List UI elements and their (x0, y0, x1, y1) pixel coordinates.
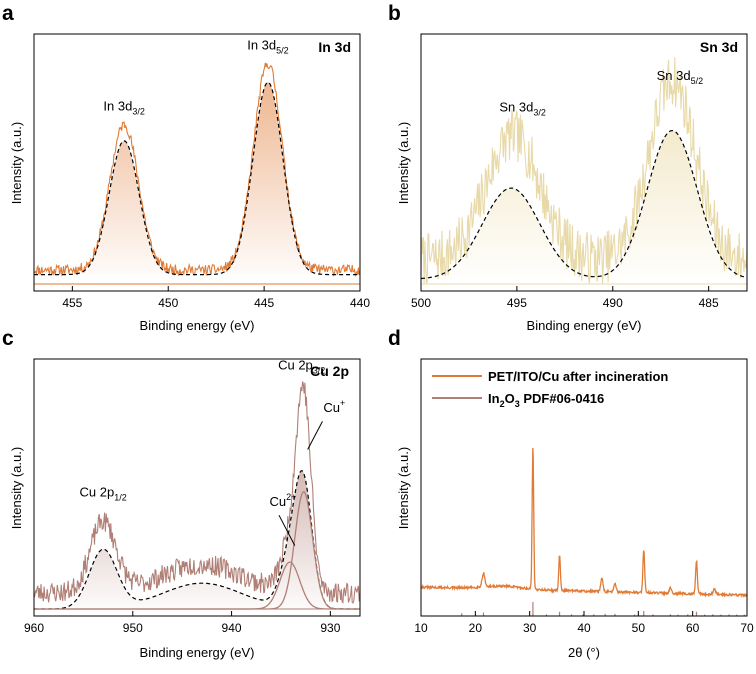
panel-letter-b: b (388, 2, 401, 25)
c-raw-line (34, 381, 360, 604)
peak-annotation: Cu 2p3/2 (278, 358, 325, 376)
panel-b-title: Sn 3d (700, 39, 738, 55)
peak-annotation: Cu2+ (270, 492, 297, 509)
x-tick-label: 70 (740, 621, 754, 635)
x-tick-label: 20 (469, 621, 483, 635)
panel-c-ticks: 960 950 940 930 (24, 611, 341, 635)
legend-label-xrd-sample: PET/ITO/Cu after incineration (488, 369, 668, 384)
panel-d-legend: PET/ITO/Cu after incineration In2O3 PDF#… (432, 369, 668, 409)
panel-d-plot-area (421, 447, 747, 616)
x-tick-label: 495 (507, 296, 527, 310)
panel-letter-d: d (388, 327, 401, 350)
x-tick-label: 500 (411, 296, 431, 310)
x-tick-label: 455 (62, 296, 82, 310)
peak-annotation: Sn 3d3/2 (499, 99, 546, 117)
panel-a-plot-area (34, 62, 360, 285)
panel-d-xlabel: 2θ (°) (568, 645, 600, 660)
panel-a-in3d: In 3d Binding energy (eV) Intensity (a.u… (9, 33, 370, 333)
panel-b-ticks: 500 495 490 485 (411, 286, 719, 310)
panel-b-annotations: Sn 3d3/2 Sn 3d5/2 (499, 68, 703, 117)
cu2-pointer (278, 514, 296, 546)
panel-b-ylabel: Intensity (a.u.) (396, 122, 411, 204)
panel-c-ylabel: Intensity (a.u.) (9, 447, 24, 529)
x-tick-label: 40 (577, 621, 591, 635)
a-raw-line (34, 62, 360, 278)
panel-letter-a: a (2, 2, 14, 25)
panel-d-ticks: 10 20 30 40 50 60 70 (414, 611, 754, 635)
panel-c-frame (33, 358, 361, 617)
x-tick-label: 440 (350, 296, 370, 310)
x-tick-label: 490 (603, 296, 623, 310)
x-tick-label: 50 (632, 621, 646, 635)
x-tick-label: 30 (523, 621, 537, 635)
panel-b-plot-area (421, 57, 747, 285)
panel-c-cu2p: Cu 2p Binding energy (eV) Intensity (a.u… (9, 358, 361, 660)
panel-a-frame (33, 33, 361, 292)
panel-d-xrd: 2θ (°) Intensity (a.u.) 10 20 30 40 50 60 70 P… (396, 358, 754, 660)
b-fit-line (421, 130, 747, 280)
peak-annotation: Cu+ (323, 398, 345, 415)
x-tick-label: 445 (254, 296, 274, 310)
panel-a-ylabel: Intensity (a.u.) (9, 122, 24, 204)
c-cu2-component-line (34, 561, 360, 610)
panel-b-xlabel: Binding energy (eV) (527, 318, 642, 333)
panel-b-frame (420, 33, 748, 292)
x-tick-label: 450 (158, 296, 178, 310)
panel-a-ticks: 455 450 445 440 (62, 286, 370, 310)
x-tick-label: 930 (320, 621, 340, 635)
legend-label-in2o3-pdf: In2O3 PDF#06-0416 (488, 391, 604, 409)
x-tick-label: 950 (123, 621, 143, 635)
panel-c-plot-area (34, 381, 360, 610)
peak-annotation: Cu 2p1/2 (80, 484, 127, 502)
panel-c-title: Cu 2p (310, 363, 349, 379)
panel-c-xlabel: Binding energy (eV) (140, 645, 255, 660)
peak-annotation: In 3d5/2 (247, 37, 288, 55)
peak-annotation: In 3d3/2 (103, 98, 144, 116)
peak-annotation: Sn 3d5/2 (657, 68, 704, 86)
d-pet-ito-cu-after-incineration-line (421, 447, 747, 599)
x-tick-label: 485 (699, 296, 719, 310)
panel-b-sn3d: Sn 3d Binding energy (eV) Intensity (a.u… (396, 33, 748, 333)
c-fit-line (34, 470, 360, 610)
panel-a-annotations: In 3d3/2 In 3d5/2 (103, 37, 288, 116)
panel-a-xlabel: Binding energy (eV) (140, 318, 255, 333)
peak-area-fill (34, 470, 360, 609)
panel-letter-c: c (2, 327, 14, 350)
panel-a-title: In 3d (318, 39, 351, 55)
x-tick-label: 60 (686, 621, 700, 635)
cu1-pointer (307, 421, 323, 450)
peak-area-fill (421, 130, 747, 280)
b-raw-line (421, 57, 747, 285)
peak-area-fill (34, 82, 360, 275)
x-tick-label: 940 (222, 621, 242, 635)
panel-d-ylabel: Intensity (a.u.) (396, 447, 411, 529)
panel-c-annotations: Cu 2p1/2 Cu 2p3/2 Cu2+ Cu+ (80, 358, 345, 546)
a-fit-line (34, 81, 360, 276)
x-tick-label: 10 (414, 621, 428, 635)
x-tick-label: 960 (24, 621, 44, 635)
